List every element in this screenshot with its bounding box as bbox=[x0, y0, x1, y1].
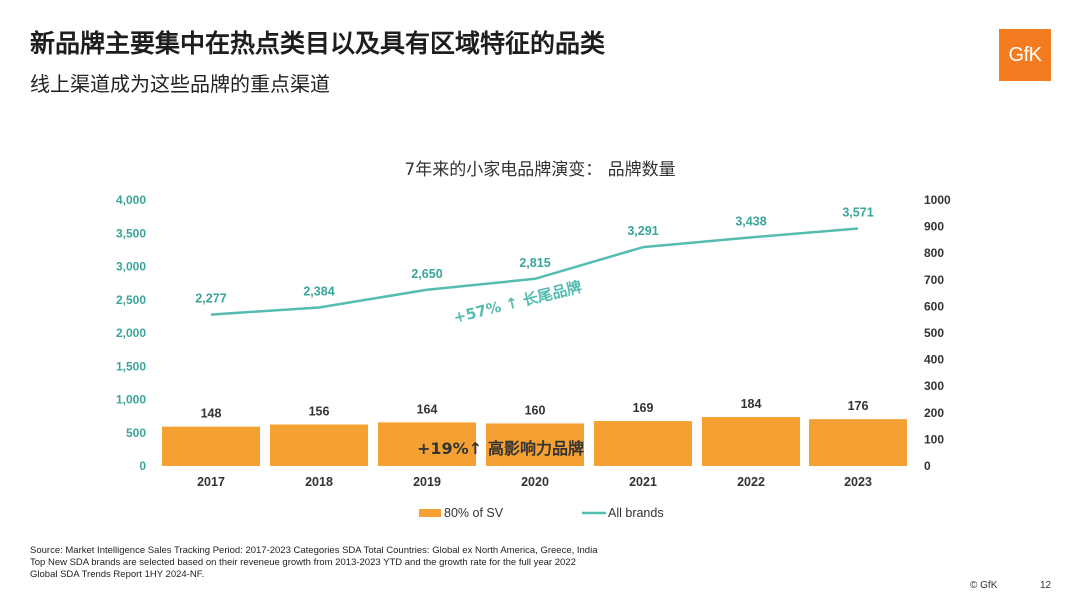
left-axis-tick: 1,500 bbox=[116, 359, 146, 373]
source-line-3: Global SDA Trends Report 1HY 2024-NF. bbox=[30, 569, 205, 580]
left-axis-tick: 0 bbox=[139, 459, 146, 473]
line-data-label: 2,277 bbox=[195, 292, 226, 306]
left-axis-tick: 3,000 bbox=[116, 260, 146, 274]
bar-data-label: 169 bbox=[633, 401, 654, 415]
page-number: 12 bbox=[1040, 580, 1052, 591]
line-data-label: 3,291 bbox=[627, 224, 658, 238]
bar bbox=[270, 424, 368, 466]
right-axis-tick: 1000 bbox=[924, 193, 951, 207]
all-brands-line bbox=[210, 227, 859, 316]
right-axis-tick: 900 bbox=[924, 220, 944, 234]
bar bbox=[702, 417, 800, 466]
x-axis-tick: 2021 bbox=[629, 475, 657, 489]
right-axis-tick: 600 bbox=[924, 299, 944, 313]
right-axis-tick: 300 bbox=[924, 379, 944, 393]
gfk-logo: GfK bbox=[999, 29, 1051, 81]
line-data-label: 3,438 bbox=[735, 214, 766, 228]
bar-data-label: 160 bbox=[525, 403, 546, 417]
bar-growth-text: 高影响力品牌 bbox=[488, 439, 584, 458]
bar bbox=[378, 422, 476, 466]
bar-data-label: 184 bbox=[741, 397, 762, 411]
bar-growth-percent: +19%↑ bbox=[417, 439, 482, 458]
left-axis-tick: 3,500 bbox=[116, 226, 146, 240]
x-axis-tick: 2017 bbox=[197, 475, 225, 489]
x-axis-tick: 2023 bbox=[844, 475, 872, 489]
left-axis-tick: 2,000 bbox=[116, 326, 146, 340]
bar bbox=[594, 421, 692, 466]
bar-data-label: 176 bbox=[848, 399, 869, 413]
right-axis-tick: 100 bbox=[924, 432, 944, 446]
source-note: Source: Market Intelligence Sales Tracki… bbox=[30, 545, 597, 581]
page-title: 新品牌主要集中在热点类目以及具有区域特征的品类 bbox=[30, 29, 606, 58]
bar bbox=[162, 426, 260, 466]
source-line-2: Top New SDA brands are selected based on… bbox=[30, 557, 576, 568]
right-axis-tick: 800 bbox=[924, 246, 944, 260]
x-axis-tick: 2018 bbox=[305, 475, 333, 489]
line-data-label: 2,650 bbox=[411, 267, 442, 281]
bar bbox=[809, 419, 907, 466]
page-subtitle: 线上渠道成为这些品牌的重点渠道 bbox=[30, 72, 330, 96]
left-axis-tick: 1,000 bbox=[116, 393, 146, 407]
x-axis-tick: 2022 bbox=[737, 475, 765, 489]
left-axis-tick: 2,500 bbox=[116, 293, 146, 307]
bar-data-label: 156 bbox=[309, 405, 330, 419]
legend-label-bar: 80% of SV bbox=[444, 506, 504, 520]
legend-swatch-bar bbox=[419, 509, 441, 517]
left-axis-tick: 4,000 bbox=[116, 193, 146, 207]
source-line-1: Source: Market Intelligence Sales Tracki… bbox=[30, 545, 598, 556]
x-axis-tick: 2020 bbox=[521, 475, 549, 489]
legend-label-line: All brands bbox=[608, 506, 664, 520]
right-axis-tick: 200 bbox=[924, 406, 944, 420]
bar-data-label: 164 bbox=[417, 402, 438, 416]
left-axis-tick: 500 bbox=[126, 426, 146, 440]
copyright: © GfK bbox=[970, 580, 998, 591]
line-data-label: 2,384 bbox=[303, 284, 334, 298]
line-data-label: 2,815 bbox=[519, 256, 550, 270]
right-axis-tick: 0 bbox=[924, 459, 931, 473]
right-axis-tick: 500 bbox=[924, 326, 944, 340]
bar-data-label: 148 bbox=[201, 407, 222, 421]
bar bbox=[486, 423, 584, 466]
right-axis-tick: 400 bbox=[924, 353, 944, 367]
right-axis-tick: 700 bbox=[924, 273, 944, 287]
line-data-label: 3,571 bbox=[842, 206, 873, 220]
x-axis-tick: 2019 bbox=[413, 475, 441, 489]
chart-title: 7年来的小家电品牌演变： 品牌数量 bbox=[404, 160, 676, 180]
